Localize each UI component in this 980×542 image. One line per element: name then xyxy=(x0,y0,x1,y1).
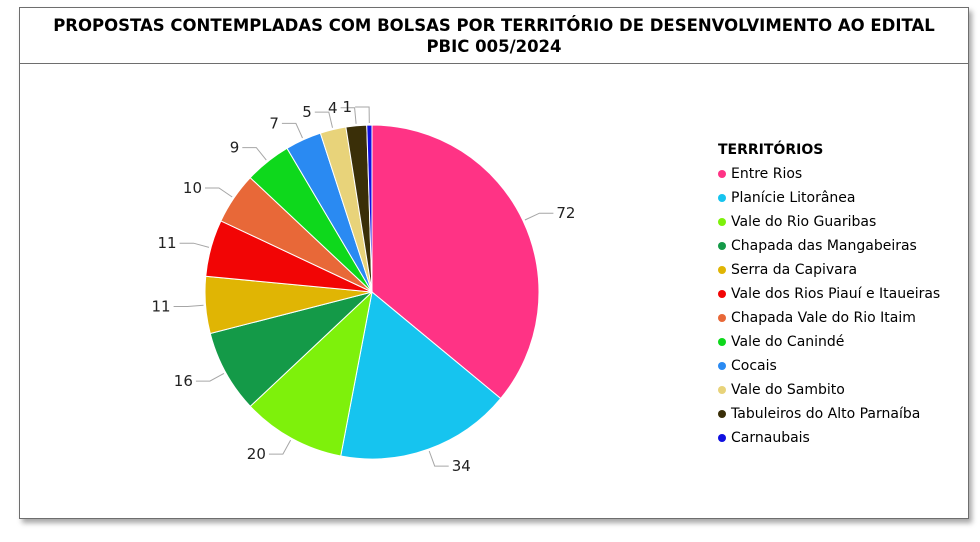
legend-label: Vale do Rio Guaribas xyxy=(731,214,877,230)
legend-swatch xyxy=(718,242,726,250)
legend-item: Chapada Vale do Rio Itaim xyxy=(718,306,940,330)
leader-line xyxy=(205,187,233,198)
legend-swatch xyxy=(718,338,726,346)
leader-line xyxy=(355,106,370,124)
chart-title: PROPOSTAS CONTEMPLADAS COM BOLSAS POR TE… xyxy=(53,15,935,56)
leader-line xyxy=(242,147,267,161)
legend-label: Vale dos Rios Piauí e Itaueiras xyxy=(731,286,941,302)
legend-item: Entre Rios xyxy=(718,162,940,186)
legend-label: Tabuleiros do Alto Parnaíba xyxy=(731,406,921,422)
title-bar: PROPOSTAS CONTEMPLADAS COM BOLSAS POR TE… xyxy=(20,8,968,64)
data-label: 72 xyxy=(556,204,575,222)
legend-label: Carnaubais xyxy=(731,430,810,446)
legend-label: Chapada das Mangabeiras xyxy=(731,238,917,254)
legend-swatch xyxy=(718,170,726,178)
legend-label: Serra da Capivara xyxy=(731,262,858,278)
data-label: 5 xyxy=(302,103,312,121)
legend-item: Carnaubais xyxy=(718,426,940,450)
data-label: 4 xyxy=(328,99,338,117)
data-label: 20 xyxy=(247,445,266,463)
data-label: 7 xyxy=(269,114,279,132)
legend-label: Cocais xyxy=(731,358,777,374)
leader-line xyxy=(281,122,303,139)
legend-item: Planície Litorânea xyxy=(718,186,940,210)
pie-slice xyxy=(366,124,373,293)
legend-item: Serra da Capivara xyxy=(718,258,940,282)
legend-swatch xyxy=(718,314,726,322)
legend-swatch xyxy=(718,434,726,442)
legend-swatch xyxy=(718,386,726,394)
leader-line xyxy=(428,450,449,467)
data-label: 1 xyxy=(343,98,353,116)
legend-swatch xyxy=(718,194,726,202)
leader-line xyxy=(268,439,292,455)
leader-line xyxy=(314,111,333,128)
legend-label: Vale do Canindé xyxy=(731,334,845,350)
data-label: 10 xyxy=(183,179,202,197)
leader-line xyxy=(195,372,225,382)
legend: TERRITÓRIOS Entre Rios Planície Litorânea… xyxy=(718,140,940,450)
pie-labels: 72 34 20 16 11 11 10 9 7 5 4 1 xyxy=(152,98,576,475)
chart-frame: PROPOSTAS CONTEMPLADAS COM BOLSAS POR TE… xyxy=(19,7,969,519)
data-label: 11 xyxy=(152,298,171,316)
legend-swatch xyxy=(718,410,726,418)
pie-slices xyxy=(204,124,540,460)
legend-swatch xyxy=(718,362,726,370)
leader-line xyxy=(179,242,210,248)
legend-item: Vale do Sambito xyxy=(718,378,940,402)
legend-swatch xyxy=(718,290,726,298)
legend-label: Chapada Vale do Rio Itaim xyxy=(731,310,916,326)
pie-chart: 72 34 20 16 11 11 10 9 7 5 4 1 xyxy=(152,98,576,475)
leader-line xyxy=(340,107,357,124)
data-label: 34 xyxy=(452,457,471,475)
data-label: 16 xyxy=(174,372,193,390)
legend-item: Vale do Rio Guaribas xyxy=(718,210,940,234)
legend-item: Chapada das Mangabeiras xyxy=(718,234,940,258)
legend-label: Vale do Sambito xyxy=(731,382,845,398)
pie-slice xyxy=(249,290,373,457)
legend-title: TERRITÓRIOS xyxy=(718,142,824,158)
legend-label: Entre Rios xyxy=(731,166,803,182)
leader-line xyxy=(524,212,554,221)
legend-item: Cocais xyxy=(718,354,940,378)
legend-item: Tabuleiros do Alto Parnaíba xyxy=(718,402,940,426)
legend-item: Vale dos Rios Piauí e Itaueiras xyxy=(718,282,940,306)
leader-line xyxy=(173,304,204,307)
pie-slice xyxy=(371,124,540,400)
legend-item: Vale do Canindé xyxy=(718,330,940,354)
legend-label: Planície Litorânea xyxy=(731,190,856,206)
legend-swatch xyxy=(718,218,726,226)
data-label: 9 xyxy=(230,139,240,157)
pie-slice xyxy=(340,291,502,460)
data-label: 11 xyxy=(158,234,177,252)
legend-swatch xyxy=(718,266,726,274)
